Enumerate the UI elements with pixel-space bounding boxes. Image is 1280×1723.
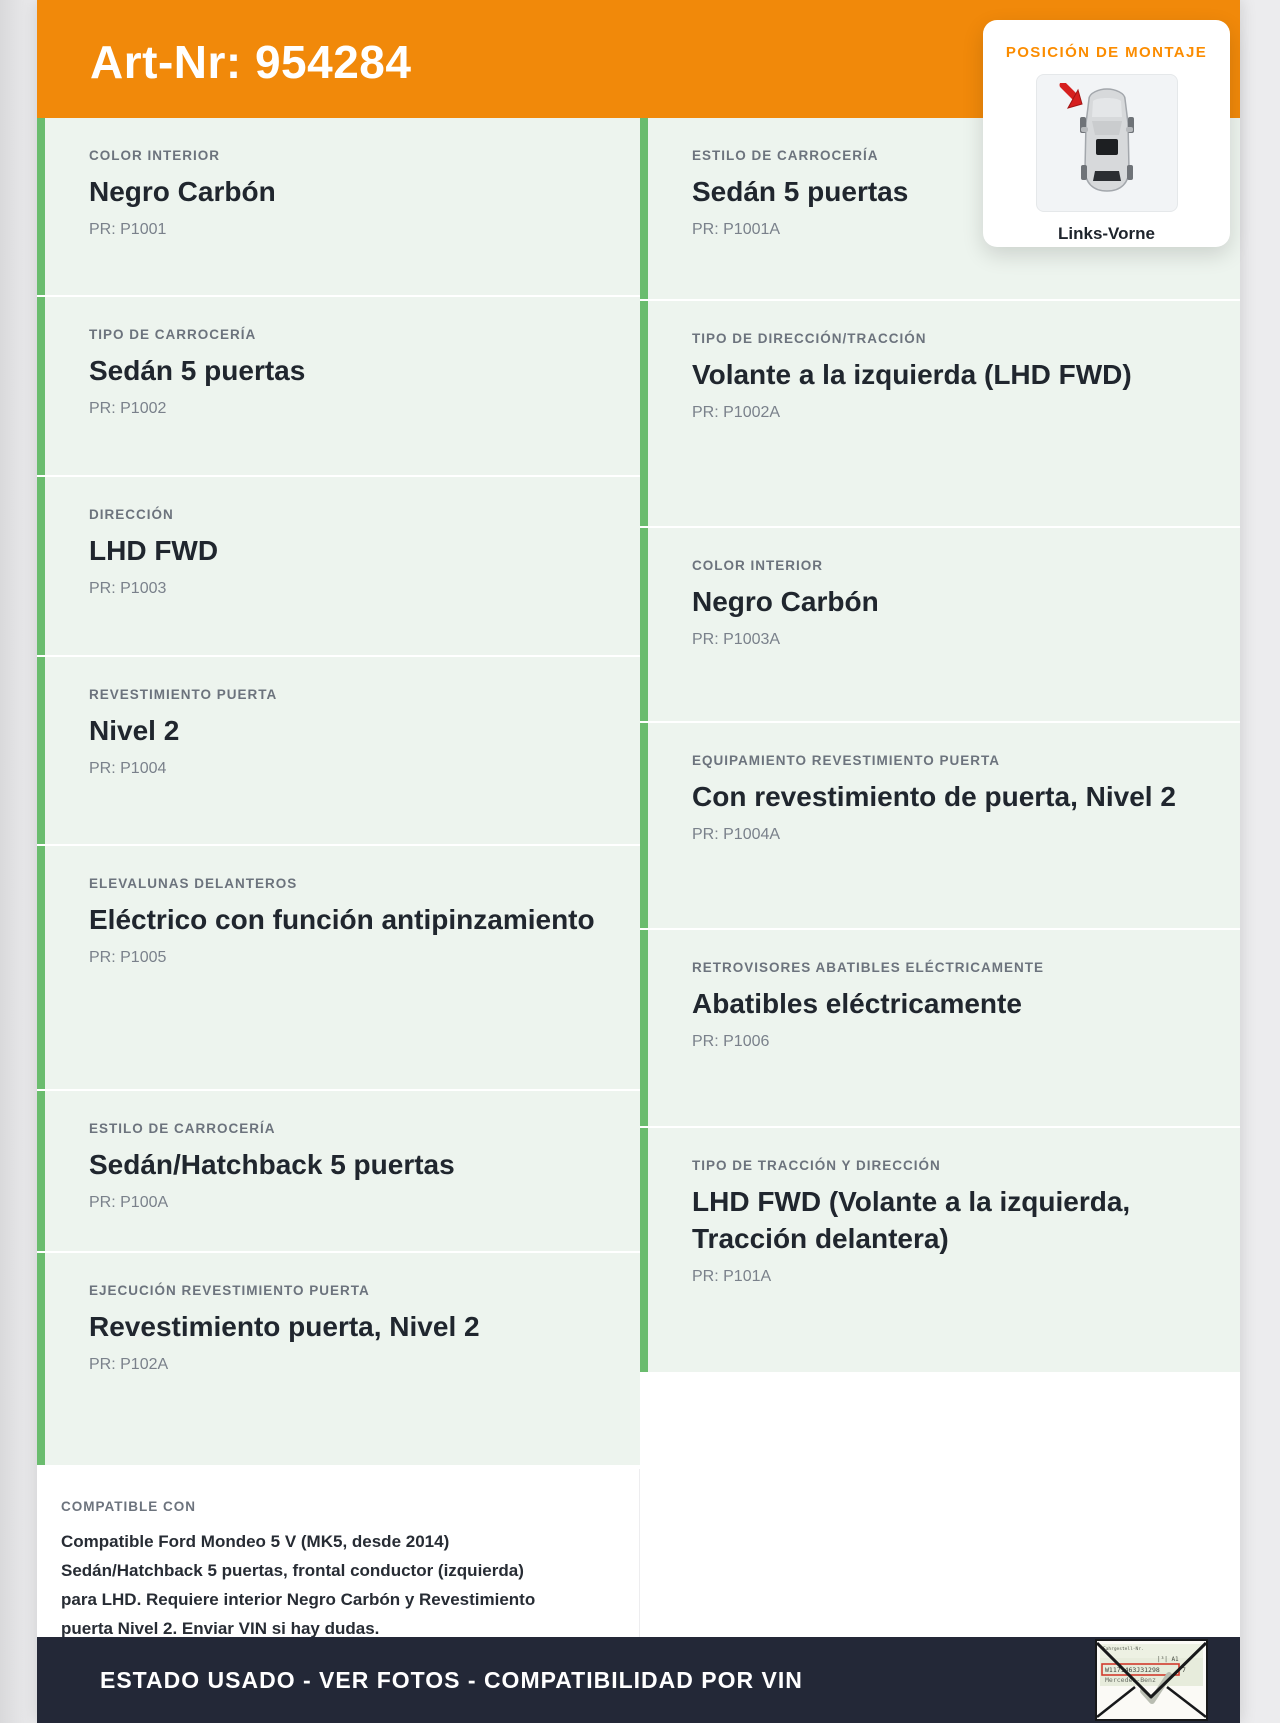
spec-card-color-interior-a: COLOR INTERIOR Negro Carbón PR: P1003A	[640, 528, 1240, 721]
mount-position-title: POSICIÓN DE MONTAJE	[1005, 44, 1208, 61]
spec-label: COLOR INTERIOR	[692, 558, 823, 573]
spec-value: LHD FWD (Volante a la izquierda, Tracció…	[692, 1186, 1131, 1254]
spec-card-direccion: DIRECCIÓN LHD FWD PR: P1003	[37, 477, 640, 655]
spec-column-left: COLOR INTERIOR Negro Carbón PR: P1001 TI…	[37, 118, 640, 1678]
compatibility-label: COMPATIBLE CON	[61, 1499, 196, 1514]
spec-label: ESTILO DE CARROCERÍA	[692, 148, 879, 163]
spec-label: TIPO DE DIRECCIÓN/TRACCIÓN	[692, 331, 927, 346]
mount-position-card: POSICIÓN DE MONTAJE	[983, 20, 1230, 247]
spec-value: Negro Carbón	[692, 586, 879, 617]
spec-value: Volante a la izquierda (LHD FWD)	[692, 359, 1132, 390]
listing-container: Art-Nr: 954284 COLOR INTERIOR Negro Carb…	[37, 0, 1240, 1723]
spec-label: ELEVALUNAS DELANTEROS	[89, 876, 298, 891]
spec-value: Abatibles eléctricamente	[692, 988, 1022, 1019]
spec-column-right: ESTILO DE CARROCERÍA Sedán 5 puertas PR:…	[640, 118, 1240, 1374]
spec-card-ejecucion-revestimiento: EJECUCIÓN REVESTIMIENTO PUERTA Revestimi…	[37, 1253, 640, 1465]
spec-pr-code: PR: P1001A	[692, 221, 781, 238]
spec-pr-code: PR: P102A	[89, 1356, 169, 1373]
vin-doc-label: Fahrgestell-Nr.	[1103, 1646, 1144, 1652]
spec-pr-code: PR: P100A	[89, 1194, 169, 1211]
spec-pr-code: PR: P1005	[89, 949, 167, 966]
compatibility-text: Compatible Ford Mondeo 5 V (MK5, desde 2…	[61, 1532, 536, 1638]
footer-bar: ESTADO USADO - VER FOTOS - COMPATIBILIDA…	[37, 1637, 1240, 1723]
footer-status-text: ESTADO USADO - VER FOTOS - COMPATIBILIDA…	[100, 1666, 803, 1693]
spec-card-tipo-direccion-traccion: TIPO DE DIRECCIÓN/TRACCIÓN Volante a la …	[640, 301, 1240, 526]
spec-card-revestimiento-puerta: REVESTIMIENTO PUERTA Nivel 2 PR: P1004	[37, 657, 640, 844]
spec-card-equipamiento-revestimiento: EQUIPAMIENTO REVESTIMIENTO PUERTA Con re…	[640, 723, 1240, 928]
svg-text:|³| A1: |³| A1	[1157, 1656, 1179, 1663]
spec-label: EQUIPAMIENTO REVESTIMIENTO PUERTA	[692, 753, 1001, 768]
spec-card-elevalunas: ELEVALUNAS DELANTEROS Eléctrico con func…	[37, 846, 640, 1089]
spec-value: Nivel 2	[89, 715, 180, 746]
svg-text:7: 7	[1182, 1666, 1186, 1674]
spec-label: RETROVISORES ABATIBLES ELÉCTRICAMENTE	[692, 960, 1045, 975]
spec-label: TIPO DE TRACCIÓN Y DIRECCIÓN	[692, 1158, 941, 1173]
spec-pr-code: PR: P1006	[692, 1033, 770, 1050]
spec-label: EJECUCIÓN REVESTIMIENTO PUERTA	[89, 1283, 370, 1298]
spec-card-retrovisores: RETROVISORES ABATIBLES ELÉCTRICAMENTE Ab…	[640, 930, 1240, 1126]
spec-columns: COLOR INTERIOR Negro Carbón PR: P1001 TI…	[37, 118, 1240, 1678]
car-top-view-icon	[1059, 83, 1134, 192]
vin-document-envelope-image: Fahrgestell-Nr. |³| A1 W1171463J31298 7 …	[1095, 1639, 1208, 1721]
spec-label: TIPO DE CARROCERÍA	[89, 327, 257, 342]
spec-label: COLOR INTERIOR	[89, 148, 220, 163]
spec-label: DIRECCIÓN	[89, 507, 174, 522]
spec-value: LHD FWD	[89, 535, 219, 566]
spec-card-tipo-traccion-direccion: TIPO DE TRACCIÓN Y DIRECCIÓN LHD FWD (Vo…	[640, 1128, 1240, 1372]
spec-pr-code: PR: P1003	[89, 580, 167, 597]
mount-position-image-box	[1035, 74, 1178, 212]
spec-label: REVESTIMIENTO PUERTA	[89, 687, 278, 702]
vin-brand-text: Mercedes-Benz	[1105, 1676, 1156, 1684]
spec-pr-code: PR: P1002A	[692, 404, 781, 421]
spec-value: Revestimiento puerta, Nivel 2	[89, 1311, 480, 1342]
spec-pr-code: PR: P1004	[89, 760, 167, 777]
spec-card-tipo-carroceria: TIPO DE CARROCERÍA Sedán 5 puertas PR: P…	[37, 297, 640, 475]
spec-value: Sedán/Hatchback 5 puertas	[89, 1149, 455, 1180]
spec-card-color-interior: COLOR INTERIOR Negro Carbón PR: P1001	[37, 118, 640, 295]
spec-value: Sedán 5 puertas	[89, 355, 306, 386]
spec-pr-code: PR: P1004A	[692, 826, 781, 843]
spec-card-estilo-carroceria: ESTILO DE CARROCERÍA Sedán/Hatchback 5 p…	[37, 1091, 640, 1251]
red-arrow-icon	[1059, 83, 1083, 109]
article-number-title: Art-Nr: 954284	[90, 36, 412, 88]
spec-pr-code: PR: P1002	[89, 400, 167, 417]
mount-position-caption: Links-Vorne	[1058, 224, 1155, 243]
spec-pr-code: PR: P1003A	[692, 631, 781, 648]
spec-label: ESTILO DE CARROCERÍA	[89, 1121, 276, 1136]
spec-value: Negro Carbón	[89, 176, 276, 207]
spec-pr-code: PR: P1001	[89, 221, 167, 238]
vin-number-text: W1171463J31298	[1105, 1666, 1160, 1674]
spec-value: Eléctrico con función antipinzamiento	[89, 904, 595, 935]
spec-value: Con revestimiento de puerta, Nivel 2	[692, 781, 1176, 812]
spec-value: Sedán 5 puertas	[692, 176, 909, 207]
spec-pr-code: PR: P101A	[692, 1268, 772, 1285]
